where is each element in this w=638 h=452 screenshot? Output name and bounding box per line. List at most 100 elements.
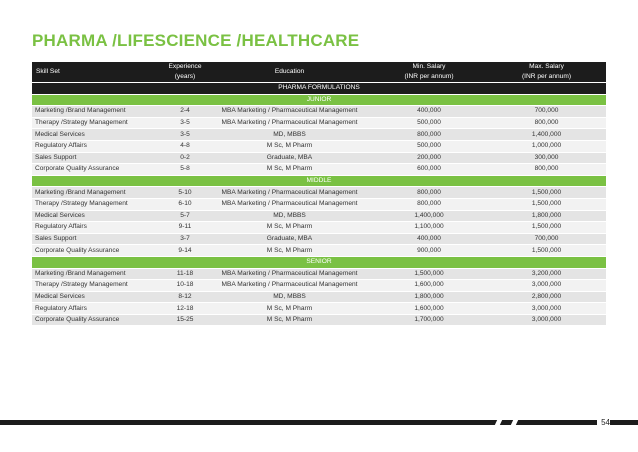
table-row: Marketing /Brand Management 11-18 MBA Mark…	[32, 268, 606, 281]
education-cell: M Sc, M Pharm	[208, 314, 371, 327]
table-row: Corporate Quality Assurance 15-25 M Sc, M …	[32, 314, 606, 327]
education-cell: M Sc, M Pharm	[208, 221, 371, 234]
skill-cell: Regulatory Affairs	[32, 140, 162, 153]
header-max-salary: Max. Salary (INR per annum)	[487, 62, 606, 83]
min-salary-cell: 500,000	[371, 140, 487, 153]
education-cell: MBA Marketing / Pharmaceutical Managemen…	[208, 105, 371, 118]
max-salary-cell: 1,500,000	[487, 186, 606, 199]
experience-cell: 5-10	[162, 186, 208, 199]
max-salary-cell: 1,000,000	[487, 140, 606, 153]
education-cell: Graduate, MBA	[208, 233, 371, 246]
min-salary-cell: 1,600,000	[371, 302, 487, 315]
experience-cell: 5-7	[162, 210, 208, 223]
table-row: Sales Support 3-7 Graduate, MBA 400,000 700,…	[32, 233, 606, 246]
max-salary-cell: 1,800,000	[487, 210, 606, 223]
skill-cell: Therapy /Strategy Management	[32, 117, 162, 130]
page-title: PHARMA /LIFESCIENCE /HEALTHCARE	[32, 31, 360, 50]
min-salary-cell: 600,000	[371, 163, 487, 176]
table-row: Therapy /Strategy Management 3-5 MBA Marke…	[32, 117, 606, 130]
max-salary-cell: 700,000	[487, 233, 606, 246]
table-row: Medical Services 8-12 MD, MBBS 1,800,000 2,8…	[32, 291, 606, 304]
table-row: Therapy /Strategy Management 6-10 MBA Mark…	[32, 198, 606, 211]
salary-table: Skill Set Experience (years) Education Mi…	[32, 62, 606, 327]
experience-cell: 3-5	[162, 128, 208, 141]
table-row: Corporate Quality Assurance 5-8 M Sc, M Ph…	[32, 163, 606, 176]
min-salary-cell: 400,000	[371, 233, 487, 246]
skill-cell: Regulatory Affairs	[32, 302, 162, 315]
skill-cell: Sales Support	[32, 152, 162, 165]
experience-cell: 11-18	[162, 268, 208, 281]
max-salary-cell: 700,000	[487, 105, 606, 118]
skill-cell: Marketing /Brand Management	[32, 268, 162, 281]
table-row: Regulatory Affairs 9-11 M Sc, M Pharm 1,100…	[32, 221, 606, 234]
table-row: Regulatory Affairs 4-8 M Sc, M Pharm 500,00…	[32, 140, 606, 153]
min-salary-cell: 900,000	[371, 244, 487, 257]
max-salary-cell: 1,500,000	[487, 244, 606, 257]
header-min-salary: Min. Salary (INR per annum)	[371, 62, 487, 83]
min-salary-cell: 1,700,000	[371, 314, 487, 327]
education-cell: M Sc, M Pharm	[208, 163, 371, 176]
experience-cell: 12-18	[162, 302, 208, 315]
experience-cell: 3-7	[162, 233, 208, 246]
education-cell: Graduate, MBA	[208, 152, 371, 165]
experience-cell: 15-25	[162, 314, 208, 327]
table-row: Therapy /Strategy Management 10-18 MBA Mar…	[32, 279, 606, 292]
max-salary-cell: 3,000,000	[487, 279, 606, 292]
max-salary-cell: 3,000,000	[487, 314, 606, 327]
bottom-bar	[0, 420, 638, 425]
table-row: Medical Services 5-7 MD, MBBS 1,400,000 1,80…	[32, 210, 606, 223]
min-salary-cell: 800,000	[371, 128, 487, 141]
experience-cell: 6-10	[162, 198, 208, 211]
experience-cell: 2-4	[162, 105, 208, 118]
section-label: PHARMA FORMULATIONS	[32, 82, 606, 95]
table-row: Marketing /Brand Management 5-10 MBA Marke…	[32, 186, 606, 199]
min-salary-cell: 400,000	[371, 105, 487, 118]
skill-cell: Medical Services	[32, 291, 162, 304]
level-label: JUNIOR	[32, 94, 606, 107]
experience-cell: 0-2	[162, 152, 208, 165]
min-salary-cell: 1,500,000	[371, 268, 487, 281]
education-cell: MD, MBBS	[208, 128, 371, 141]
skill-cell: Corporate Quality Assurance	[32, 244, 162, 257]
max-salary-cell: 1,400,000	[487, 128, 606, 141]
education-cell: MD, MBBS	[208, 291, 371, 304]
page-number: 54	[597, 418, 610, 427]
header-experience: Experience (years)	[162, 62, 208, 83]
education-cell: M Sc, M Pharm	[208, 140, 371, 153]
header-education: Education	[208, 62, 371, 83]
min-salary-cell: 500,000	[371, 117, 487, 130]
skill-cell: Sales Support	[32, 233, 162, 246]
level-row: SENIOR	[32, 256, 606, 269]
skill-cell: Therapy /Strategy Management	[32, 198, 162, 211]
header-skill-set: Skill Set	[32, 62, 162, 83]
experience-cell: 5-8	[162, 163, 208, 176]
table-header-row: Skill Set Experience (years) Education Mi…	[32, 62, 606, 83]
min-salary-cell: 1,800,000	[371, 291, 487, 304]
max-salary-cell: 1,500,000	[487, 221, 606, 234]
skill-cell: Marketing /Brand Management	[32, 186, 162, 199]
min-salary-cell: 1,100,000	[371, 221, 487, 234]
education-cell: M Sc, M Pharm	[208, 302, 371, 315]
table-row: Medical Services 3-5 MD, MBBS 800,000 1,400,…	[32, 128, 606, 141]
table-row: Corporate Quality Assurance 9-14 M Sc, M P…	[32, 244, 606, 257]
max-salary-cell: 300,000	[487, 152, 606, 165]
education-cell: MBA Marketing / Pharmaceutical Managemen…	[208, 279, 371, 292]
experience-cell: 8-12	[162, 291, 208, 304]
level-label: SENIOR	[32, 256, 606, 269]
level-row: MIDDLE	[32, 175, 606, 188]
max-salary-cell: 3,200,000	[487, 268, 606, 281]
max-salary-cell: 3,000,000	[487, 302, 606, 315]
max-salary-cell: 800,000	[487, 117, 606, 130]
skill-cell: Corporate Quality Assurance	[32, 314, 162, 327]
skill-cell: Therapy /Strategy Management	[32, 279, 162, 292]
min-salary-cell: 1,600,000	[371, 279, 487, 292]
table-row: Sales Support 0-2 Graduate, MBA 200,000 300,…	[32, 152, 606, 165]
skill-cell: Marketing /Brand Management	[32, 105, 162, 118]
max-salary-cell: 1,500,000	[487, 198, 606, 211]
education-cell: M Sc, M Pharm	[208, 244, 371, 257]
experience-cell: 3-5	[162, 117, 208, 130]
education-cell: MBA Marketing / Pharmaceutical Managemen…	[208, 186, 371, 199]
experience-cell: 9-14	[162, 244, 208, 257]
min-salary-cell: 200,000	[371, 152, 487, 165]
experience-cell: 10-18	[162, 279, 208, 292]
